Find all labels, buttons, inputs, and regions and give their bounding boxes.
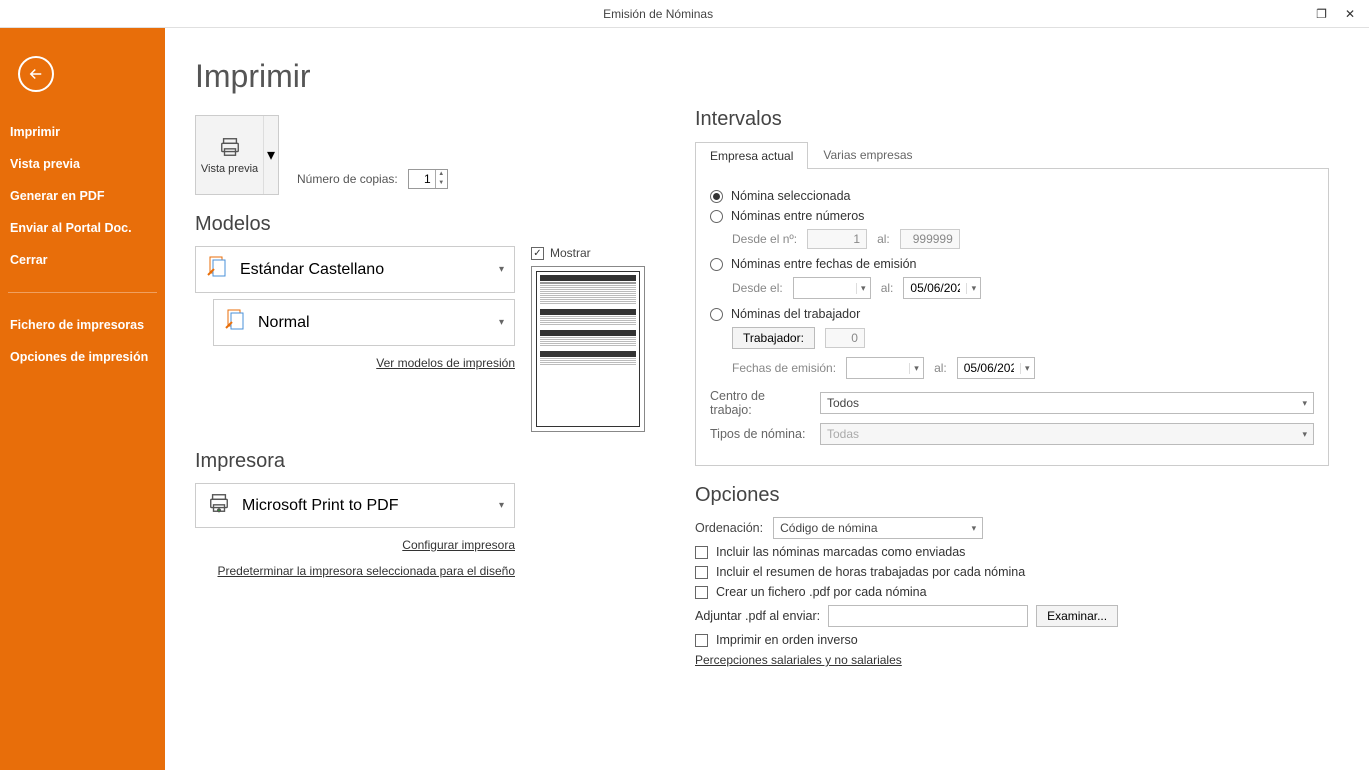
copies-up[interactable]: ▲: [436, 170, 447, 179]
orden-inverso-checkbox[interactable]: [695, 634, 708, 647]
incluir-enviadas-checkbox[interactable]: [695, 546, 708, 559]
intervalos-heading: Intervalos: [695, 108, 1329, 131]
tab-empresa-actual[interactable]: Empresa actual: [695, 142, 808, 169]
modelo-secondary-label: Normal: [258, 314, 310, 332]
desde-fecha-label: Desde el:: [732, 281, 783, 295]
adjuntar-label: Adjuntar .pdf al enviar:: [695, 609, 820, 623]
incluir-resumen-checkbox[interactable]: [695, 566, 708, 579]
window-restore-button[interactable]: ❐: [1316, 7, 1327, 21]
vista-previa-dropdown[interactable]: ▾: [264, 116, 278, 194]
impresora-heading: Impresora: [195, 450, 655, 473]
page-title: Imprimir: [195, 58, 655, 95]
copies-down[interactable]: ▼: [436, 179, 447, 188]
adjuntar-input[interactable]: [828, 605, 1028, 627]
preview-thumbnail[interactable]: [531, 266, 645, 432]
sidebar-item-imprimir[interactable]: Imprimir: [0, 116, 165, 148]
fechas-emision-al-dropdown[interactable]: ▾: [1020, 363, 1034, 374]
back-button[interactable]: [18, 56, 54, 92]
modelos-heading: Modelos: [195, 213, 655, 236]
radio-nomina-seleccionada[interactable]: [710, 190, 723, 203]
opciones-heading: Opciones: [695, 484, 1329, 507]
desde-n-label: Desde el nº:: [732, 232, 797, 246]
fechas-emision-al-label: al:: [934, 361, 947, 375]
sidebar-item-cerrar[interactable]: Cerrar: [0, 244, 165, 276]
al-fecha-input[interactable]: [904, 281, 966, 295]
incluir-resumen-label: Incluir el resumen de horas trabajadas p…: [716, 565, 1025, 579]
copies-label: Número de copias:: [297, 172, 398, 186]
radio-entre-fechas-label: Nóminas entre fechas de emisión: [731, 257, 917, 271]
radio-entre-numeros-label: Nóminas entre números: [731, 209, 864, 223]
window-title: Emisión de Nóminas: [0, 7, 1316, 21]
incluir-enviadas-label: Incluir las nóminas marcadas como enviad…: [716, 545, 965, 559]
radio-trabajador[interactable]: [710, 308, 723, 321]
fechas-emision-al-input[interactable]: [958, 361, 1020, 375]
mostrar-label: Mostrar: [550, 246, 591, 260]
ordenacion-label: Ordenación:: [695, 521, 763, 535]
examinar-button[interactable]: Examinar...: [1036, 605, 1118, 627]
predeterminar-impresora-link[interactable]: Predeterminar la impresora seleccionada …: [218, 564, 516, 578]
percepciones-link[interactable]: Percepciones salariales y no salariales: [695, 653, 902, 667]
modelo-primary-label: Estándar Castellano: [240, 261, 384, 279]
mostrar-checkbox[interactable]: ✓: [531, 247, 544, 260]
tab-varias-empresas[interactable]: Varias empresas: [808, 141, 927, 168]
ver-modelos-link[interactable]: Ver modelos de impresión: [376, 356, 515, 370]
crear-pdf-label: Crear un fichero .pdf por cada nómina: [716, 585, 927, 599]
fechas-emision-desde-dropdown[interactable]: ▾: [909, 363, 923, 374]
sidebar-item-enviar-portal[interactable]: Enviar al Portal Doc.: [0, 212, 165, 244]
sidebar-item-generar-pdf[interactable]: Generar en PDF: [0, 180, 165, 212]
configurar-impresora-link[interactable]: Configurar impresora: [402, 538, 515, 552]
sidebar-item-fichero-impresoras[interactable]: Fichero de impresoras: [0, 309, 165, 341]
centro-label: Centro de trabajo:: [710, 389, 810, 417]
radio-trabajador-label: Nóminas del trabajador: [731, 307, 860, 321]
printer-icon: [217, 136, 243, 161]
trabajador-input[interactable]: [825, 328, 865, 348]
vista-previa-button[interactable]: Vista previa: [196, 116, 264, 194]
modelo-primary-select[interactable]: Estándar Castellano ▾: [195, 246, 515, 293]
fechas-emision-label: Fechas de emisión:: [732, 361, 836, 375]
window-close-button[interactable]: ✕: [1345, 7, 1355, 21]
tipos-label: Tipos de nómina:: [710, 427, 810, 441]
copies-input[interactable]: [409, 172, 435, 186]
desde-fecha-dropdown[interactable]: ▾: [856, 283, 870, 294]
al-fecha-dropdown[interactable]: ▾: [966, 283, 980, 294]
fechas-emision-desde-input[interactable]: [847, 361, 909, 375]
al-n-input[interactable]: [900, 229, 960, 249]
modelo-secondary-select[interactable]: Normal ▾: [213, 299, 515, 346]
radio-entre-numeros[interactable]: [710, 210, 723, 223]
printer-icon: [206, 492, 232, 519]
desde-n-input[interactable]: [807, 229, 867, 249]
sidebar-item-vista-previa[interactable]: Vista previa: [0, 148, 165, 180]
document-icon: [206, 255, 230, 284]
trabajador-button[interactable]: Trabajador:: [732, 327, 815, 349]
al-fecha-label: al:: [881, 281, 894, 295]
al-n-label: al:: [877, 232, 890, 246]
impresora-select[interactable]: Microsoft Print to PDF ▾: [195, 483, 515, 528]
centro-select[interactable]: Todos▾: [820, 392, 1314, 414]
radio-entre-fechas[interactable]: [710, 258, 723, 271]
vista-previa-label: Vista previa: [201, 163, 258, 175]
desde-fecha-input[interactable]: [794, 281, 856, 295]
sidebar-item-opciones-impresion[interactable]: Opciones de impresión: [0, 341, 165, 373]
crear-pdf-checkbox[interactable]: [695, 586, 708, 599]
document-icon: [224, 308, 248, 337]
radio-nomina-seleccionada-label: Nómina seleccionada: [731, 189, 851, 203]
ordenacion-select[interactable]: Código de nómina▾: [773, 517, 983, 539]
orden-inverso-label: Imprimir en orden inverso: [716, 633, 858, 647]
tipos-select: Todas▾: [820, 423, 1314, 445]
impresora-name: Microsoft Print to PDF: [242, 497, 398, 515]
